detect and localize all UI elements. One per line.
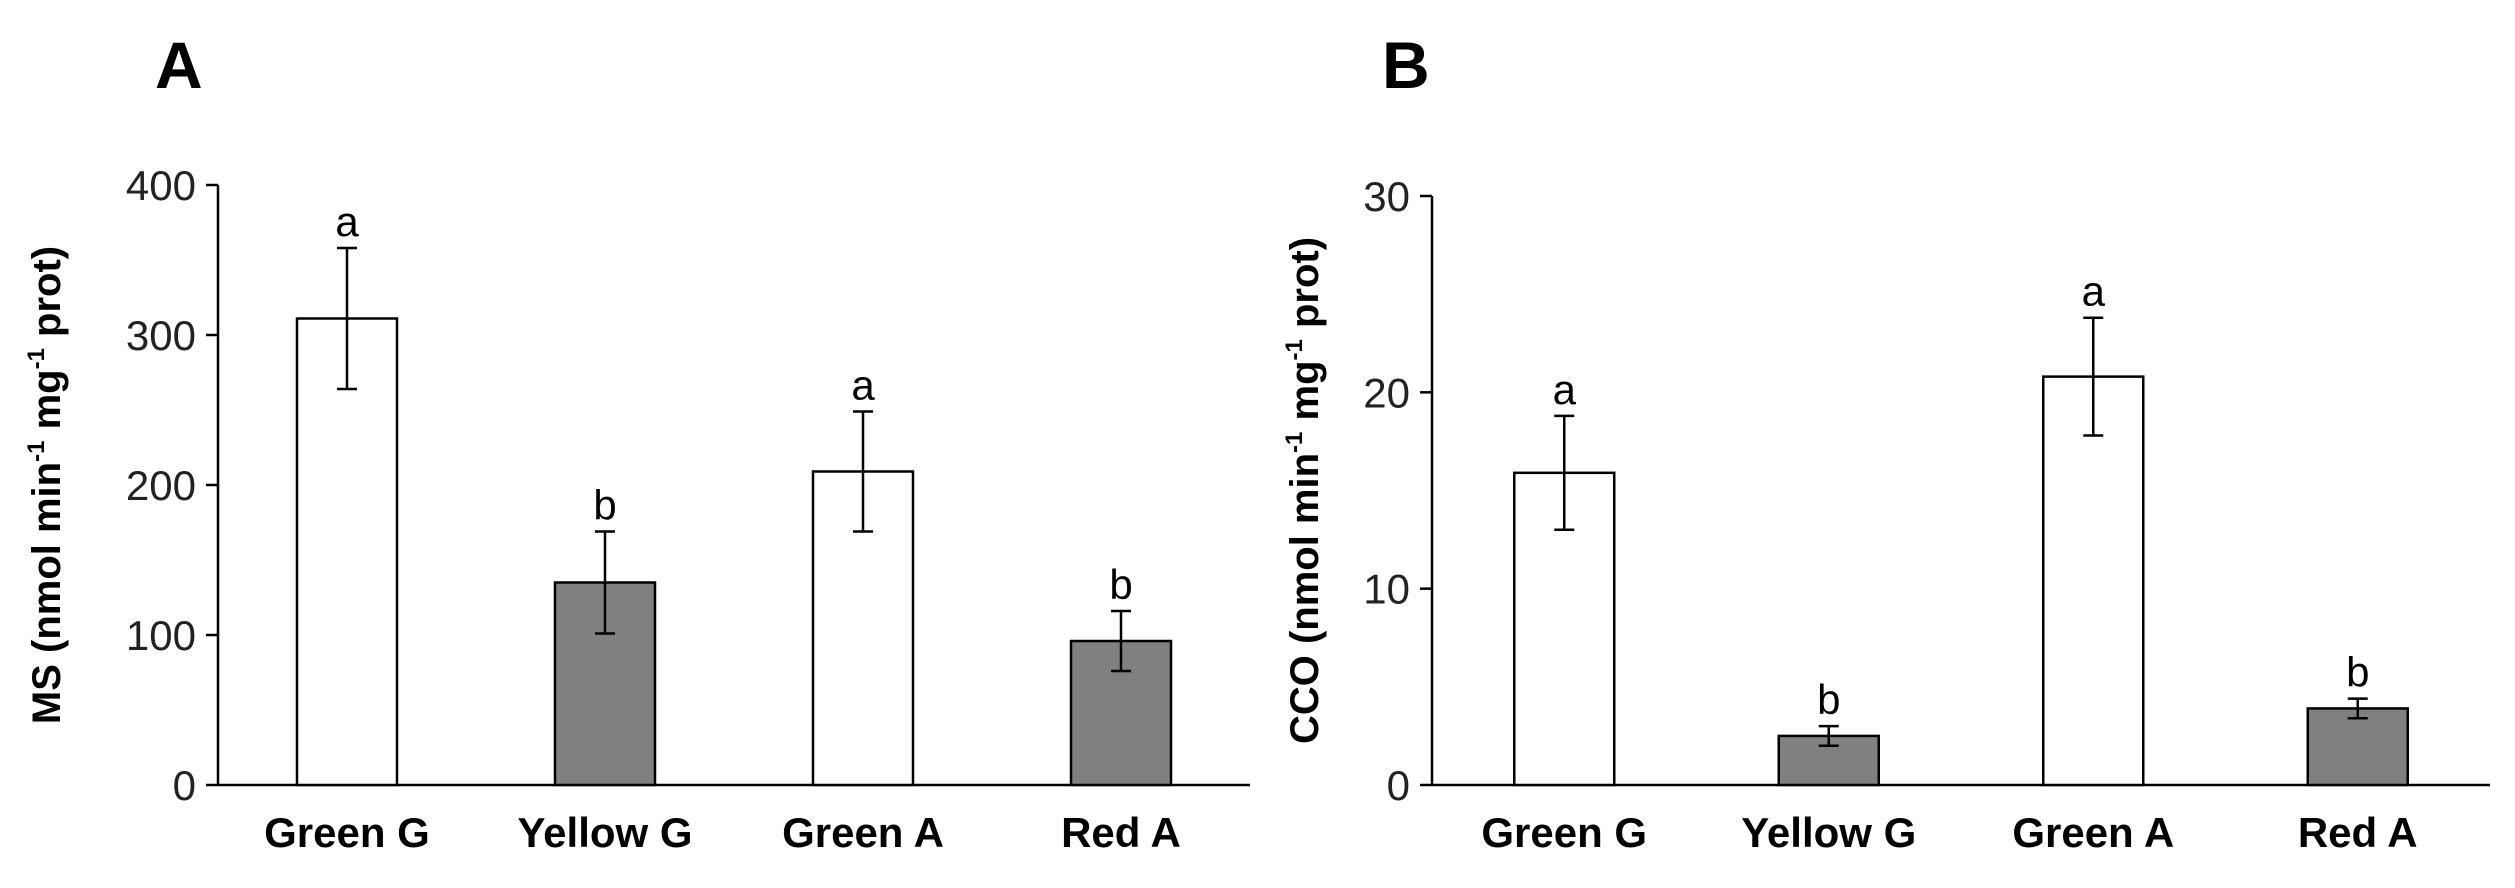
significance-label: b <box>2346 649 2369 696</box>
panel-letter: A <box>155 28 203 102</box>
significance-label: a <box>851 362 875 409</box>
category-label: Red A <box>1061 809 1181 856</box>
panel-letter: B <box>1382 28 1430 102</box>
significance-label: a <box>335 198 359 245</box>
y-tick-label: 400 <box>126 162 196 209</box>
category-label: Red A <box>2298 809 2418 856</box>
significance-label: a <box>2082 268 2106 315</box>
y-tick-label: 10 <box>1363 566 1410 613</box>
y-tick-label: 30 <box>1363 173 1410 220</box>
category-label: Yellow G <box>517 809 692 856</box>
category-label: Green A <box>782 809 944 856</box>
y-tick-label: 0 <box>173 762 196 809</box>
y-tick-label: 20 <box>1363 369 1410 416</box>
significance-label: a <box>1553 366 1577 413</box>
y-axis-label: CCO (nmol min-1 mg-1 prot) <box>1281 237 1327 744</box>
bar <box>2042 375 2145 787</box>
significance-label: b <box>593 482 616 529</box>
y-tick-label: 100 <box>126 612 196 659</box>
category-label: Green G <box>264 809 430 856</box>
y-tick-label: 300 <box>126 312 196 359</box>
significance-label: b <box>1817 676 1840 723</box>
bar <box>295 317 399 787</box>
y-axis-label: MS (nmol min-1 mg-1 prot) <box>23 246 69 724</box>
category-label: Green A <box>2012 809 2174 856</box>
panel-b: B CCO (nmol min-1 mg-1 prot) 0 10 20 30 a Green… <box>1281 28 2490 856</box>
panel-a: A MS (nmol min-1 mg-1 prot) 0 100 200 300 400 a… <box>23 28 1250 856</box>
significance-label: b <box>1109 561 1132 608</box>
y-tick-label: 0 <box>1387 762 1410 809</box>
category-label: Green G <box>1481 809 1647 856</box>
y-tick-label: 200 <box>126 462 196 509</box>
category-label: Yellow G <box>1741 809 1916 856</box>
bar <box>2306 707 2409 787</box>
